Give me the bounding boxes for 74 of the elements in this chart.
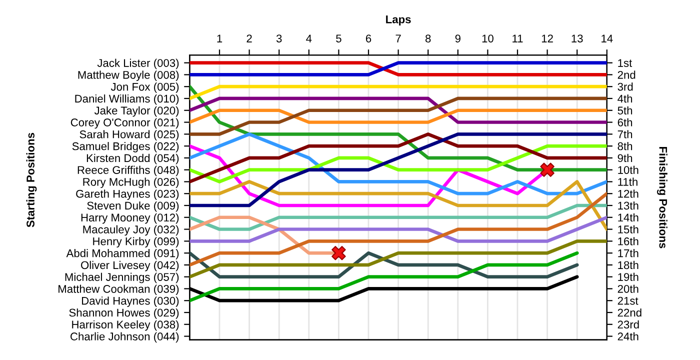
x-tick-label: 5 (336, 34, 342, 42)
category-label: David Haynes (030) (82, 296, 179, 307)
category-label: Harrison Keeley (038) (72, 320, 179, 331)
category-label: Matthew Boyle (008) (78, 70, 179, 82)
y2-tick-label: 22nd (618, 308, 642, 317)
line-series (190, 251, 579, 302)
y2-axis-title: Finishing Positions (656, 146, 668, 248)
category-label: Steven Duke (009) (87, 201, 179, 212)
line-series (190, 132, 607, 196)
y2-tick-label: 23rd (618, 320, 639, 329)
category-label: Michael Jennings (057) (65, 272, 179, 284)
y2-tick-label: 21st (618, 296, 638, 305)
x-axis-title: Laps (386, 16, 411, 26)
category-label: Gareth Haynes (023) (76, 190, 179, 200)
x-tick-label: 9 (455, 34, 460, 42)
y2-tick-label: 1st (618, 59, 632, 67)
line-series (190, 96, 607, 136)
category-label: Samuel Bridges (022) (72, 142, 179, 152)
y2-tick-label: 9th (618, 154, 632, 162)
category-label: Harry Mooney (012) (81, 213, 179, 224)
x-tick-label: 3 (276, 34, 282, 42)
y2-tick-label: 13th (618, 201, 638, 210)
category-label: Reece Griffiths (048) (78, 166, 179, 176)
line-series (190, 132, 607, 184)
x-tick-label: 11 (512, 34, 523, 42)
x-tick-label: 6 (366, 34, 372, 42)
x-tick-label: 13 (572, 34, 583, 42)
category-label: Kirsten Dodd (054) (86, 154, 179, 164)
y2-tick-label: 20th (618, 284, 638, 293)
category-label: Henry Kirby (099) (93, 237, 179, 248)
y2-tick-label: 10th (618, 166, 638, 174)
y2-tick-label: 2nd (618, 70, 636, 79)
category-label: Sarah Howard (025) (80, 130, 179, 140)
category-label: Shannon Howes (029) (69, 308, 179, 319)
line-series (190, 192, 607, 267)
y2-tick-label: 11th (618, 178, 638, 186)
y2-tick-label: 24th (618, 332, 638, 340)
line-series (190, 144, 607, 184)
y2-tick-label: 7th (618, 130, 632, 138)
y2-tick-label: 6th (618, 118, 632, 126)
category-label: Oliver Livesey (042) (81, 260, 179, 272)
y2-tick-label: 8th (618, 142, 632, 150)
category-label: Jon Fox (005) (110, 82, 179, 93)
y2-tick-label: 4th (618, 94, 632, 103)
x-tick-label: 12 (542, 34, 553, 42)
category-label: Daniel Williams (010) (75, 94, 179, 105)
line-series (190, 180, 607, 231)
line-series (190, 239, 607, 278)
x-tick-label: 2 (246, 34, 252, 42)
category-label: Matthew Cookman (039) (58, 284, 179, 296)
category-label: Jack Lister (003) (97, 58, 179, 70)
y2-tick-label: 16th (618, 237, 638, 246)
category-label: Corey O'Connor (021) (70, 118, 179, 129)
y2-tick-label: 12th (618, 190, 638, 198)
category-label: Abdi Mohammed (091) (66, 249, 179, 260)
x-tick-label: 4 (306, 34, 312, 42)
category-label: Jake Taylor (020) (94, 106, 179, 117)
category-label: Rory McHugh (026) (83, 178, 179, 188)
y2-tick-label: 17th (618, 249, 638, 258)
line-series (190, 132, 607, 208)
x-tick-label: 1 (217, 34, 222, 42)
x-tick-label: 14 (602, 34, 613, 42)
text: Starting Positions (26, 132, 37, 228)
y2-tick-label: 5th (618, 106, 632, 115)
x-tick-label: 8 (425, 34, 431, 42)
x-tick-label: 7 (396, 34, 401, 42)
y2-tick-label: 14th (618, 213, 638, 222)
x-tick-label: 10 (482, 34, 494, 42)
y2-tick-label: 3rd (618, 82, 633, 91)
y2-tick-label: 15th (618, 225, 638, 234)
y2-tick-label: 19th (618, 272, 638, 281)
category-label: Macauley Joy (032) (83, 225, 179, 236)
category-label: Charlie Johnson (044) (70, 332, 179, 343)
y2-tick-label: 18th (618, 260, 638, 270)
